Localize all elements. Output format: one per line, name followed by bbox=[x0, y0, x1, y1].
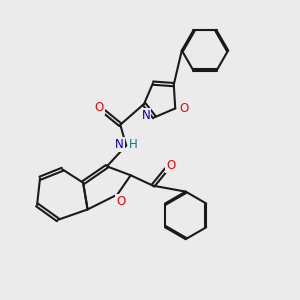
Text: N: N bbox=[142, 109, 151, 122]
Text: O: O bbox=[179, 102, 188, 115]
Text: N: N bbox=[115, 138, 124, 151]
Text: O: O bbox=[95, 101, 104, 114]
Text: O: O bbox=[116, 195, 125, 208]
Text: O: O bbox=[166, 159, 176, 172]
Text: H: H bbox=[129, 138, 138, 151]
